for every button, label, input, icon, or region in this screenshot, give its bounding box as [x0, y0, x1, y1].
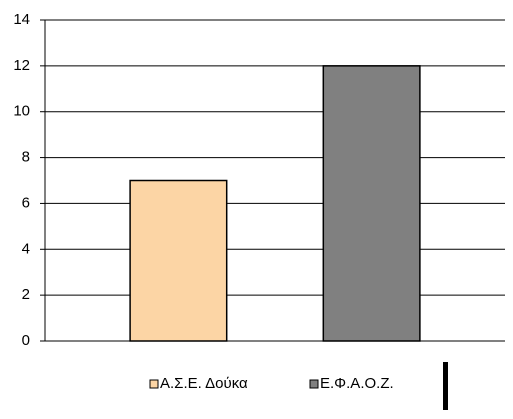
y-tick-label: 0 — [22, 332, 30, 349]
y-tick-label: 10 — [13, 103, 30, 120]
bar — [129, 179, 228, 342]
y-tick-label: 2 — [22, 286, 30, 303]
cursor-bar — [443, 362, 448, 410]
legend-swatch — [309, 379, 319, 389]
y-tick-label: 14 — [13, 11, 30, 28]
legend-label: Ε.Φ.Α.Ο.Ζ. — [320, 375, 394, 392]
y-tick-label: 4 — [22, 240, 30, 257]
legend-label: Α.Σ.Ε. Δούκα — [160, 375, 248, 392]
bar — [322, 65, 421, 342]
y-tick-label: 12 — [13, 57, 30, 74]
legend-swatch — [149, 379, 159, 389]
y-tick-label: 8 — [22, 149, 30, 166]
y-tick-label: 6 — [22, 194, 30, 211]
